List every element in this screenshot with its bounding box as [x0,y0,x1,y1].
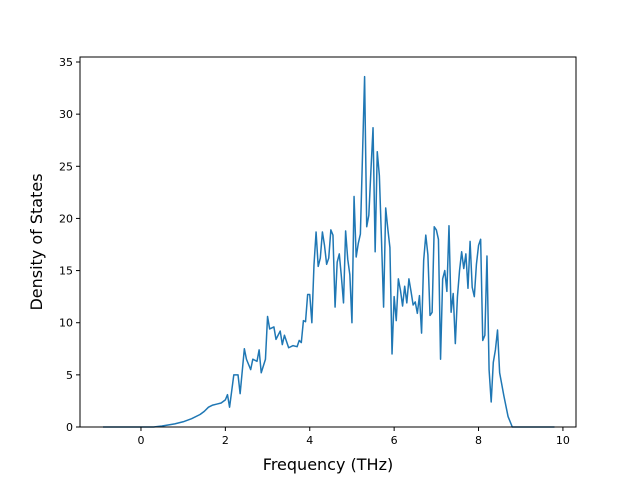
y-tick-label: 10 [59,317,73,330]
axes-frame [79,56,577,428]
y-tick-label: 20 [59,212,73,225]
x-axis-label: Frequency (THz) [263,455,393,474]
plot-area [103,75,555,428]
x-tick-label: 8 [475,434,482,447]
x-tick-label: 10 [556,434,570,447]
x-tick-label: 0 [137,434,144,447]
y-tick-label: 35 [59,56,73,69]
x-tick-label: 2 [222,434,229,447]
y-tick-label: 25 [59,160,73,173]
x-tick-label: 4 [306,434,313,447]
y-axis-label: Density of States [27,173,46,310]
y-tick-label: 5 [66,369,73,382]
x-tick-label: 6 [391,434,398,447]
y-tick-label: 0 [66,421,73,434]
y-tick-label: 30 [59,108,73,121]
data-line [103,75,555,428]
y-tick-label: 15 [59,265,73,278]
